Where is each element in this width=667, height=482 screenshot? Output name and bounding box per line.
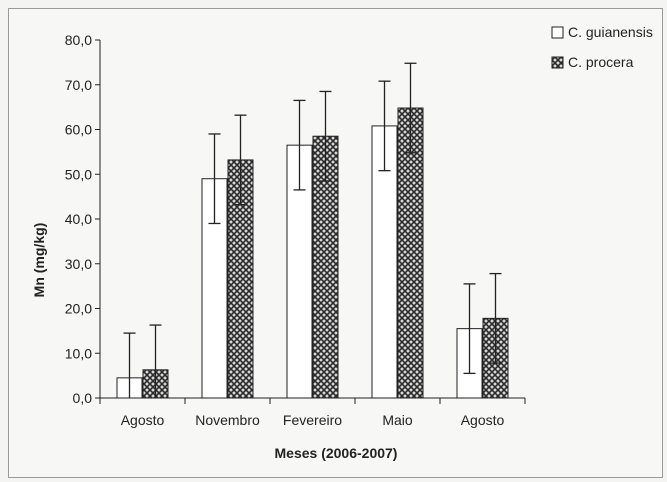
y-tick-label: 30,0 bbox=[65, 256, 92, 272]
y-tick-label: 20,0 bbox=[65, 301, 92, 317]
x-tick-label: Novembro bbox=[195, 412, 260, 428]
y-tick-label: 10,0 bbox=[65, 345, 92, 361]
x-tick-label: Agosto bbox=[461, 412, 505, 428]
x-axis-title: Meses (2006-2007) bbox=[275, 445, 398, 461]
y-tick-label: 40,0 bbox=[65, 211, 92, 227]
legend-swatch-c-procera bbox=[551, 56, 564, 69]
y-tick-label: 60,0 bbox=[65, 122, 92, 138]
legend-label-c-guianensis: C. guianensis bbox=[568, 24, 653, 40]
x-tick-label: Fevereiro bbox=[283, 412, 342, 428]
y-tick-label: 0,0 bbox=[73, 390, 93, 406]
legend-swatch-c-guianensis bbox=[551, 26, 564, 39]
bar-c-procera bbox=[397, 107, 424, 399]
y-tick-label: 70,0 bbox=[65, 77, 92, 93]
x-tick-label: Maio bbox=[382, 412, 413, 428]
y-tick-label: 80,0 bbox=[65, 32, 92, 48]
legend-label-c-procera: C. procera bbox=[568, 54, 634, 70]
y-axis-title: Mn (mg/kg) bbox=[31, 223, 47, 298]
y-tick-label: 50,0 bbox=[65, 166, 92, 182]
x-tick-label: Agosto bbox=[121, 412, 165, 428]
